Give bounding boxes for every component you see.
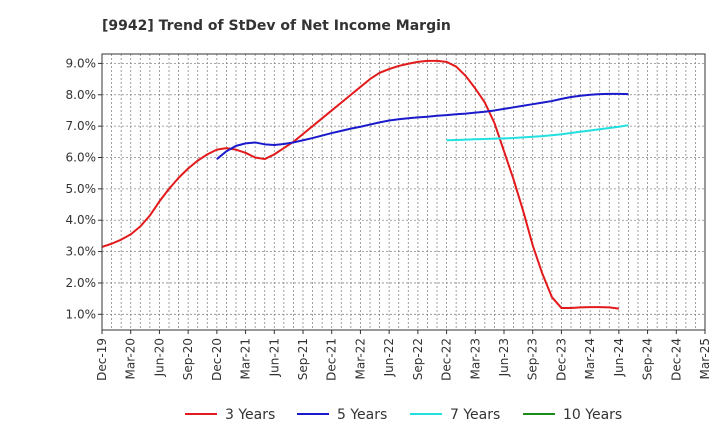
legend: 3 Years 5 Years 7 Years 10 Years [185, 407, 622, 423]
legend-label: 5 Years [337, 407, 387, 423]
x-tick-label: Dec-23 [554, 338, 568, 381]
x-tick-label: Dec-20 [210, 338, 224, 381]
series-line [216, 92, 629, 160]
legend-label: 10 Years [563, 407, 622, 423]
x-axis: Dec-19 Mar-20 Jun-20 Sep-20 Dec-20 Mar-21 Jun-… [95, 330, 712, 381]
x-tick-label: Mar-24 [583, 338, 597, 379]
x-tick-label: Sep-24 [641, 338, 655, 380]
y-tick-label: 1.0% [66, 307, 97, 321]
x-tick-label: Jun-22 [382, 338, 396, 377]
y-tick-label: 3.0% [66, 245, 97, 259]
x-tick-label: Mar-23 [468, 338, 482, 379]
series-lines [101, 59, 629, 310]
legend-label: 7 Years [450, 407, 500, 423]
x-tick-label: Jun-20 [152, 338, 166, 377]
x-tick-label: Sep-22 [411, 338, 425, 380]
x-tick-label: Dec-24 [669, 338, 683, 381]
x-tick-label: Mar-21 [239, 338, 253, 379]
x-tick-label: Sep-21 [296, 338, 310, 380]
grid [101, 54, 706, 330]
x-tick-label: Mar-25 [698, 338, 712, 379]
x-tick-label: Jun-24 [612, 338, 626, 377]
y-tick-label: 9.0% [66, 56, 97, 70]
chart-title: [9942] Trend of StDev of Net Income Marg… [102, 18, 451, 34]
x-tick-label: Mar-20 [124, 338, 138, 379]
x-tick-label: Jun-21 [267, 338, 281, 377]
x-tick-label: Dec-22 [440, 338, 454, 381]
x-tick-label: Mar-22 [353, 338, 367, 379]
y-tick-label: 4.0% [66, 213, 97, 227]
y-tick-label: 7.0% [66, 119, 97, 133]
x-tick-label: Dec-21 [325, 338, 339, 381]
y-tick-label: 6.0% [66, 151, 97, 165]
x-tick-label: Jun-23 [497, 338, 511, 377]
x-tick-label: Sep-23 [526, 338, 540, 380]
y-tick-label: 2.0% [66, 276, 97, 290]
x-tick-label: Dec-19 [95, 338, 109, 381]
legend-label: 3 Years [225, 407, 275, 423]
plot-frame [101, 53, 706, 331]
series-line [446, 124, 629, 142]
series-line [101, 59, 619, 310]
y-tick-label: 8.0% [66, 88, 97, 102]
x-tick-label: Sep-20 [181, 338, 195, 380]
y-axis: 1.0% 2.0% 3.0% 4.0% 5.0% 6.0% 7.0% 8.0% 9.0% [66, 56, 102, 321]
plot-area [102, 54, 705, 330]
y-tick-label: 5.0% [66, 182, 97, 196]
